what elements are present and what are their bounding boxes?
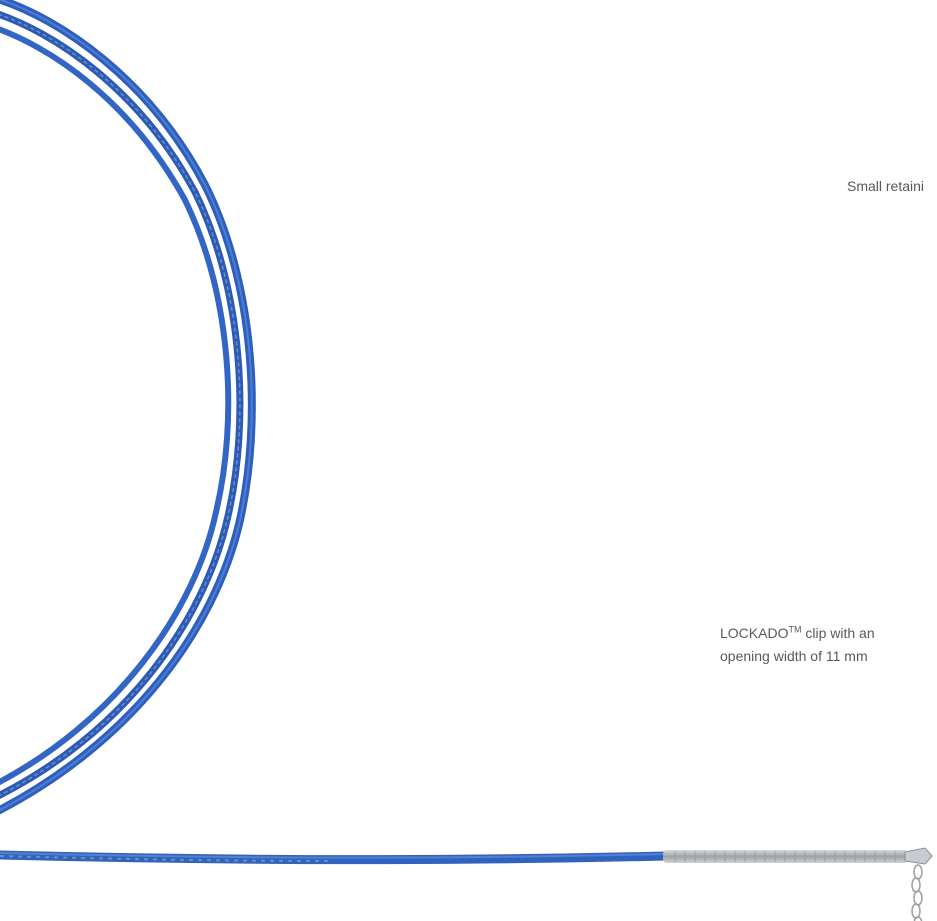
clip-chain xyxy=(911,864,923,921)
catheter-loop-inner xyxy=(0,26,232,786)
clip-brand: LOCKADO xyxy=(720,625,789,641)
clip-caption-rest: clip with an xyxy=(801,625,875,641)
trademark-mark: TM xyxy=(788,624,802,635)
retaining-caption-text: Small retaini xyxy=(847,178,925,194)
metal-spring-sheath xyxy=(663,847,933,865)
catheter-shaft xyxy=(0,850,670,865)
catheter-loop-middle xyxy=(0,11,244,799)
clip-caption-line2: opening width of 11 mm xyxy=(720,648,868,664)
catheter-coil xyxy=(0,0,256,815)
catheter-loop-outer xyxy=(0,0,256,815)
retaining-caption: Small retaini xyxy=(847,175,924,198)
clip-caption: LOCKADOTM clip with an opening width of … xyxy=(720,622,875,668)
clip-caption-line1: LOCKADOTM clip with an xyxy=(720,622,875,645)
